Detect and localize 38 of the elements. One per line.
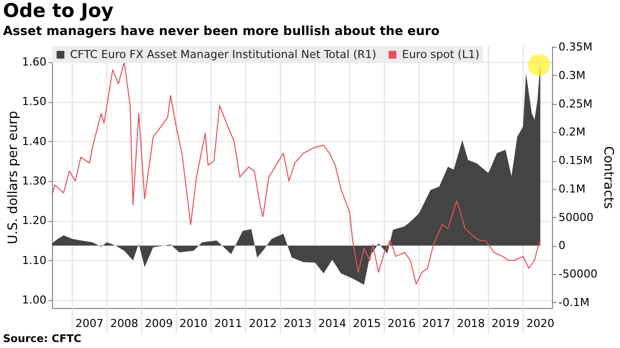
y-tick-label: 1.00 [22, 294, 46, 307]
x-tick-label: 2008 [110, 317, 138, 330]
y-tick-label: 1.10 [22, 254, 46, 267]
x-tick-label: 2019 [492, 317, 520, 330]
x-tick-label: 2016 [388, 317, 416, 330]
y2-tick-label: 0.1M [558, 182, 586, 196]
legend-label: Euro spot (L1) [402, 48, 480, 61]
y2-axis-title: Contracts [600, 146, 616, 210]
chart-subtitle: Asset managers have never been more bullish about the euro [3, 23, 440, 38]
y2-tick-label: 0.3M [558, 68, 586, 82]
y-axis-title: U.S. dollars per eurp [6, 110, 22, 244]
x-tick-label: 2009 [144, 317, 173, 330]
y2-tick-label: 0.2M [558, 126, 586, 139]
x-tick-label: 2015 [352, 317, 381, 330]
source-note: Source: CFTC [3, 333, 82, 345]
x-tick-label: 2017 [422, 317, 450, 330]
legend-label: CFTC Euro FX Asset Manager Institutional Net Total (R1) [70, 48, 376, 61]
y-tick-label: 1.50 [22, 95, 46, 108]
y2-tick-label: 0.35M [558, 40, 592, 54]
y-tick-label: 1.20 [22, 214, 46, 228]
y-tick-label: 1.40 [22, 134, 46, 148]
x-tick-label: 2011 [214, 317, 242, 330]
y2-tick-label: 0.25M [558, 97, 592, 110]
x-tick-label: 2018 [456, 317, 485, 330]
y2-tick-label: -50000 [558, 267, 598, 280]
y-tick-label: 1.60 [22, 55, 46, 68]
y2-tick-label: 0.15M [558, 154, 592, 168]
x-tick-label: 2014 [318, 317, 346, 330]
y2-tick-label: 50000 [558, 210, 594, 224]
y2-tick-label: -0.1M [558, 296, 590, 309]
x-tick-label: 2007 [76, 317, 104, 330]
x-tick-label: 2020 [526, 317, 554, 330]
chart-title: Ode to Joy [3, 0, 114, 22]
x-tick-label: 2013 [284, 317, 312, 330]
x-tick-label: 2012 [248, 317, 277, 330]
y2-tick-label: 0 [558, 239, 566, 252]
x-tick-label: 2010 [180, 317, 208, 330]
y-tick-label: 1.30 [22, 174, 46, 188]
